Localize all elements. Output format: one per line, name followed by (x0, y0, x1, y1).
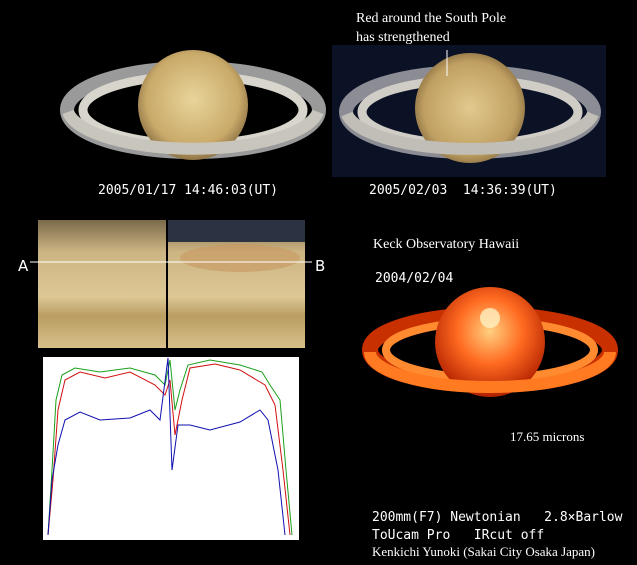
credit-line: 200mm(F7) Newtonian 2.8×Barlow (372, 510, 623, 525)
saturn-image-2 (332, 45, 606, 177)
profile-label: A (18, 257, 29, 275)
saturn-image-1 (60, 50, 326, 160)
profile-label: B (315, 257, 325, 275)
keck-date: 2004/02/04 (375, 271, 453, 286)
crop-panels (30, 220, 312, 348)
keck-wavelength: 17.65 microns (510, 429, 584, 444)
keck-title: Keck Observatory Hawaii (373, 237, 519, 252)
credit-line: Kenkichi Yunoki (Sakai City Osaka Japan) (372, 544, 595, 559)
credit-line: ToUcam Pro IRcut off (372, 528, 544, 543)
timestamp: 2005/01/17 14:46:03(UT) (98, 183, 278, 198)
annotation-line: Red around the South Pole (356, 11, 506, 26)
profile-plot (43, 357, 299, 540)
timestamp: 2005/02/03 14:36:39(UT) (369, 183, 557, 198)
saturn-infrared (362, 287, 618, 397)
annotation-line: has strengthened (356, 30, 450, 45)
